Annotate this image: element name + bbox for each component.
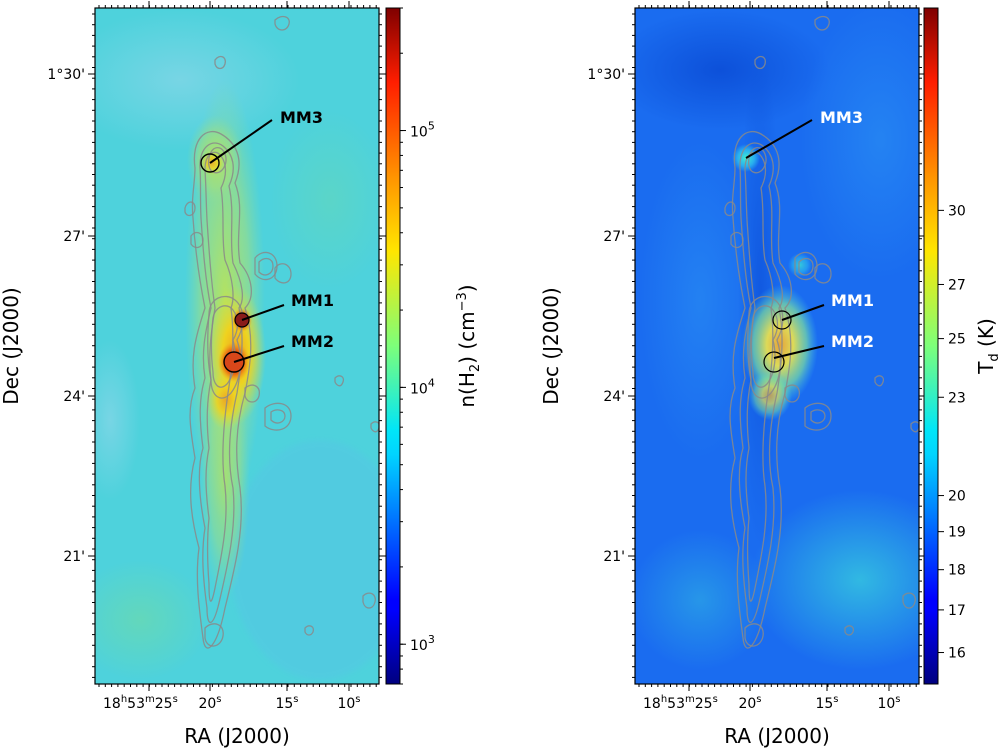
y-tick-label: 21' <box>63 549 85 565</box>
source-label-mm1: MM1 <box>291 291 334 310</box>
colorbar-temperature <box>923 7 939 685</box>
y-tick-label: 1°30' <box>587 67 625 83</box>
colorbar-tick-label: 27 <box>948 277 966 293</box>
x-tick-label: 18h53m25s <box>103 694 178 712</box>
colorbar-tick-label: 30 <box>948 203 966 219</box>
colorbar-ticks-density: 103 104 105 <box>400 7 435 685</box>
y-tick-label: 24' <box>603 389 625 405</box>
y-axis-label-temperature: Dec (J2000) <box>539 287 563 404</box>
x-axis-label-temperature: RA (J2000) <box>724 724 830 748</box>
x-tick-label: 20s <box>198 694 221 712</box>
y-tick-label: 27' <box>63 229 85 245</box>
source-marker-mm2-t: MM2 <box>763 332 874 373</box>
source-marker-mm1-t: MM1 <box>772 291 874 330</box>
x-tick-label: 10s <box>337 694 360 712</box>
axis-ticks-density: 18h53m25s 20s 15s 10s 1°30' 27' 24' 21' <box>47 1 386 712</box>
x-axis-label-density: RA (J2000) <box>184 724 290 748</box>
colorbar-tick-label: 16 <box>948 646 966 662</box>
colorbar-density <box>385 7 401 685</box>
x-tick-label: 20s <box>738 694 761 712</box>
source-label-mm3-t: MM3 <box>820 108 863 127</box>
source-marker-mm3: MM3 <box>200 108 323 173</box>
y-tick-label: 24' <box>63 389 85 405</box>
panel-density: MM3 MM1 MM2 18h53m25s 20s 15s 10s 1°30' 27' 24… <box>0 1 483 748</box>
colorbar-tick-label: 103 <box>410 633 435 654</box>
panel-temperature: MM3 MM1 MM2 18h53m25s 20s 15s 10s 1°30' 27' 24… <box>539 1 1000 748</box>
colorbar-tick-label: 25 <box>948 332 966 348</box>
source-marker-mm3-t: MM3 <box>745 108 863 159</box>
colorbar-tick-label: 17 <box>948 603 966 619</box>
x-tick-label: 15s <box>275 694 298 712</box>
y-tick-label: 27' <box>603 229 625 245</box>
y-tick-label: 1°30' <box>47 67 85 83</box>
colorbar-tick-label: 105 <box>410 120 435 141</box>
colorbar-tick-label: 104 <box>410 376 435 397</box>
colorbar-tick-label: 23 <box>948 390 966 406</box>
colorbar-tick-label: 18 <box>948 563 966 579</box>
source-marker-mm2: MM2 <box>223 332 334 373</box>
source-marker-mm1: MM1 <box>234 291 334 328</box>
x-tick-label: 10s <box>877 694 900 712</box>
y-tick-label: 21' <box>603 549 625 565</box>
density-map-image <box>95 8 379 684</box>
colorbar-label-temperature: Td (K) <box>974 318 1000 375</box>
x-tick-label: 18h53m25s <box>643 694 718 712</box>
source-label-mm3: MM3 <box>280 108 323 127</box>
source-label-mm1-t: MM1 <box>831 291 874 310</box>
temperature-map-image <box>635 8 919 684</box>
colorbar-ticks-temperature: 16 17 18 19 20 23 25 27 30 <box>938 203 966 662</box>
source-label-mm2-t: MM2 <box>831 332 874 351</box>
colorbar-tick-label: 20 <box>948 489 966 505</box>
source-label-mm2: MM2 <box>291 332 334 351</box>
x-tick-label: 15s <box>815 694 838 712</box>
colorbar-tick-label: 19 <box>948 525 966 541</box>
y-axis-label-density: Dec (J2000) <box>0 287 23 404</box>
axis-ticks-temperature: 18h53m25s 20s 15s 10s 1°30' 27' 24' 21' <box>587 1 926 712</box>
colorbar-label-density: n(H2) (cm−3) <box>455 284 483 407</box>
